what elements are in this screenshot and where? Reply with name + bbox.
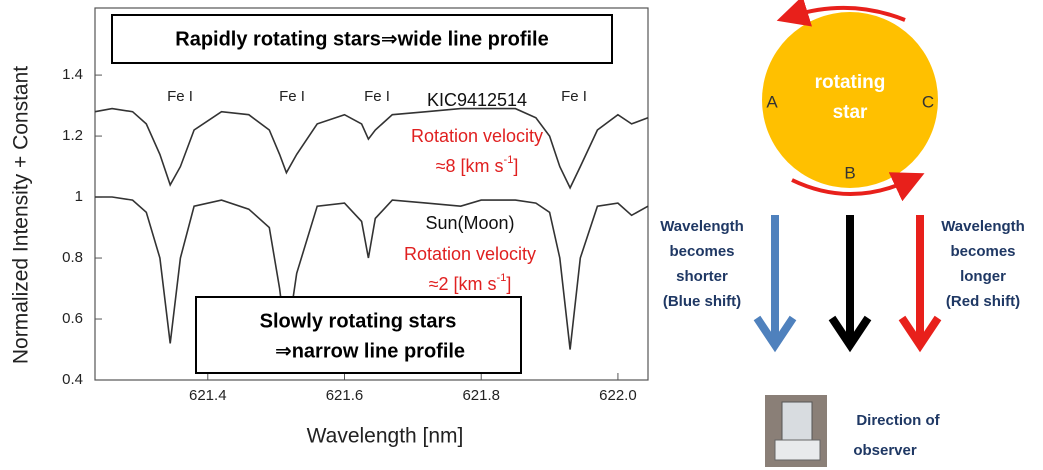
velocity-text: Rotation velocity (411, 126, 543, 146)
velocity-bracket: ] (506, 274, 511, 294)
y-tick-label: 0.8 (62, 249, 83, 266)
star-label: rotating (815, 72, 886, 93)
point-label: B (844, 163, 855, 182)
plot-frame (94, 7, 649, 381)
series-label: KIC9412514 (427, 90, 527, 110)
fast-box (111, 14, 613, 64)
spectrum-line (94, 107, 649, 190)
red-arrow (898, 215, 942, 353)
line-label: Fe I (167, 88, 193, 105)
red-shift-text: (Red shift) (946, 293, 1020, 310)
blue-shift-text: (Blue shift) (663, 293, 741, 310)
point-label: A (766, 92, 778, 111)
star (762, 12, 938, 188)
red-shift-text: longer (960, 268, 1006, 285)
velocity-exponent: -1 (504, 154, 514, 166)
velocity-exponent: -1 (497, 272, 507, 284)
velocity-text: ≈2 [km s-1] (429, 272, 512, 294)
line-label: Fe I (561, 88, 587, 105)
rotation-arrow (791, 172, 925, 202)
x-tick-label: 621.8 (462, 387, 500, 404)
velocity-bracket: ] (513, 156, 518, 176)
y-tick-label: 0.6 (62, 310, 83, 327)
x-tick-label: 621.6 (326, 387, 364, 404)
x-tick-label: 622.0 (599, 387, 637, 404)
x-axis-label: Wavelength [nm] (307, 425, 464, 448)
blue-text: Wavelength becomes shorter (Blue shift) (660, 218, 744, 310)
observer-icon (765, 395, 827, 467)
blue-shift-text: shorter (676, 268, 728, 285)
y-tick-label: 1.2 (62, 127, 83, 144)
center-arrow (828, 215, 872, 353)
slow-box (195, 296, 522, 374)
velocity-text: ≈8 [km s-1] (436, 154, 519, 176)
y-tick-label: 0.4 (62, 371, 83, 388)
red-shift-text: Wavelength (941, 218, 1025, 235)
star-label: star (833, 102, 868, 123)
blue-arrow (753, 215, 797, 353)
observer-text: Direction of (856, 412, 940, 429)
line-label: Fe I (279, 88, 305, 105)
slow-box-text: ⇒narrow line profile (275, 340, 465, 362)
velocity-text: Rotation velocity (404, 244, 536, 264)
y-axis-label: Normalized Intensity + Constant (10, 66, 33, 364)
plot: 0.4 0.6 0.8 1 1.2 1.4 621.4 621.6 621.8 622.0 Fe I… (62, 66, 649, 404)
velocity-value: ≈2 [km s (429, 274, 497, 294)
fast-box-text: Rapidly rotating stars⇒wide line profile (175, 28, 549, 50)
slow-box-text: Slowly rotating stars (260, 310, 457, 332)
blue-shift-text: Wavelength (660, 218, 744, 235)
observer-text: observer (853, 442, 917, 459)
spectrum-line (95, 196, 649, 350)
velocity-value: ≈8 [km s (436, 156, 504, 176)
red-shift-text: becomes (950, 243, 1015, 260)
line-label: Fe I (364, 88, 390, 105)
series-label: Sun(Moon) (425, 213, 514, 233)
blue-shift-text: becomes (669, 243, 734, 260)
point-label: C (922, 92, 934, 111)
rotation-arrow (776, 0, 906, 27)
y-tick-label: 1 (75, 188, 83, 205)
red-text: Wavelength becomes longer (Red shift) (941, 218, 1025, 310)
y-tick-label: 1.4 (62, 66, 83, 83)
x-tick-label: 621.4 (189, 387, 227, 404)
